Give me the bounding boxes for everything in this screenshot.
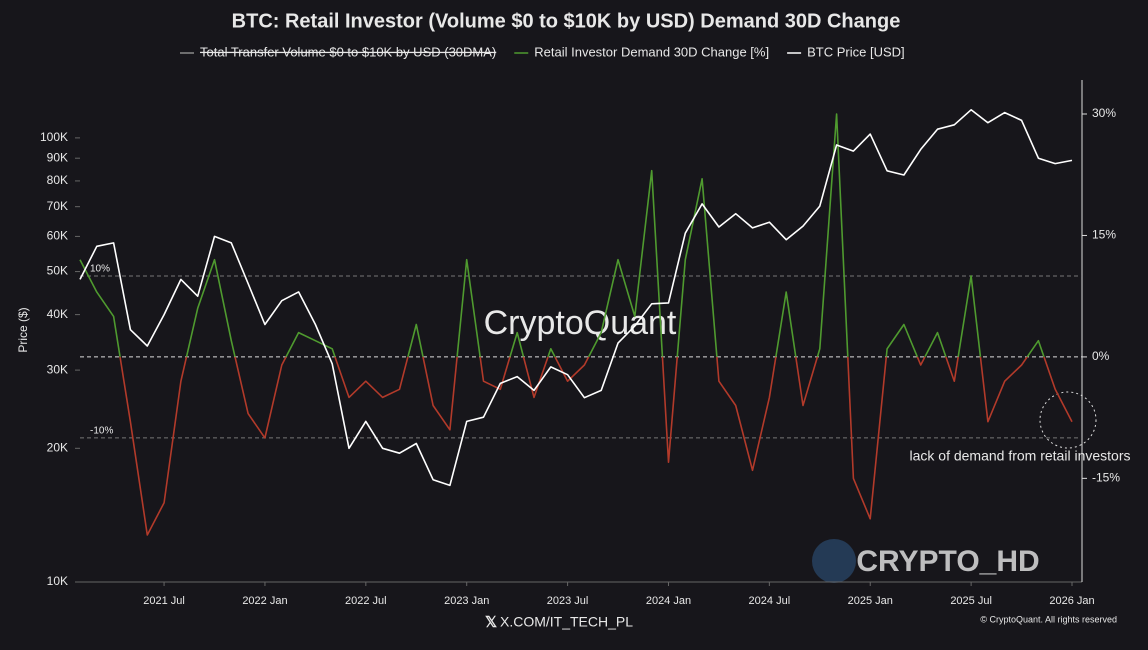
y2-tick-label: -15%: [1092, 471, 1120, 485]
legend-item: Retail Investor Demand 30D Change [%]: [514, 44, 769, 59]
x-tick-label: 2021 Jul: [143, 595, 185, 607]
x-tick-label: 2024 Jan: [646, 595, 691, 607]
demand-line-positive: [79, 113, 1045, 357]
x-tick-label: 2022 Jul: [345, 595, 387, 607]
legend-item: Total Transfer Volume $0 to $10K by USD …: [180, 44, 496, 59]
y2-tick-label: 0%: [1092, 349, 1110, 363]
y-tick-label: 20K: [47, 440, 68, 454]
chart-title: BTC: Retail Investor (Volume $0 to $10K …: [232, 10, 901, 32]
x-tick-label: 2025 Jan: [848, 595, 893, 607]
y-tick-label: 50K: [47, 264, 68, 278]
watermark: X.COM/IT_TECH_PL: [500, 614, 633, 630]
y2-tick-label: 30%: [1092, 106, 1116, 120]
y-tick-label: 100K: [40, 130, 68, 144]
y-tick-label: 10K: [47, 574, 68, 588]
reference-label: -10%: [90, 426, 113, 437]
legend-item: BTC Price [USD]: [787, 44, 905, 59]
y-tick-label: 30K: [47, 362, 68, 376]
y-tick-label: 90K: [47, 150, 68, 164]
y-tick-label: 70K: [47, 199, 68, 213]
x-tick-label: 2023 Jul: [547, 595, 589, 607]
x-tick-label: 2022 Jan: [242, 595, 287, 607]
legend-label: Total Transfer Volume $0 to $10K by USD …: [200, 44, 496, 59]
price-line: [79, 109, 1073, 487]
watermark-icon: [812, 539, 856, 583]
x-tick-label: 2023 Jan: [444, 595, 489, 607]
y-tick-label: 80K: [47, 173, 68, 187]
y-tick-label: 40K: [47, 307, 68, 321]
x-tick-label: 2025 Jul: [950, 595, 992, 607]
annotation: lack of demand from retail investors: [910, 448, 1131, 464]
watermark: CRYPTO_HD: [856, 545, 1039, 578]
copyright: © CryptoQuant. All rights reserved: [980, 614, 1117, 624]
annotation-circle: [1039, 391, 1097, 449]
x-logo: 𝕏: [485, 614, 497, 631]
x-tick-label: 2026 Jan: [1049, 595, 1094, 607]
legend-label: Retail Investor Demand 30D Change [%]: [534, 44, 769, 59]
y-axis-label: Price ($): [16, 307, 30, 352]
reference-label: 10%: [90, 264, 110, 275]
legend-label: BTC Price [USD]: [807, 44, 905, 59]
demand-line-negative: [119, 356, 1073, 536]
y2-tick-label: 15%: [1092, 228, 1116, 242]
y-tick-label: 60K: [47, 229, 68, 243]
x-tick-label: 2024 Jul: [749, 595, 791, 607]
